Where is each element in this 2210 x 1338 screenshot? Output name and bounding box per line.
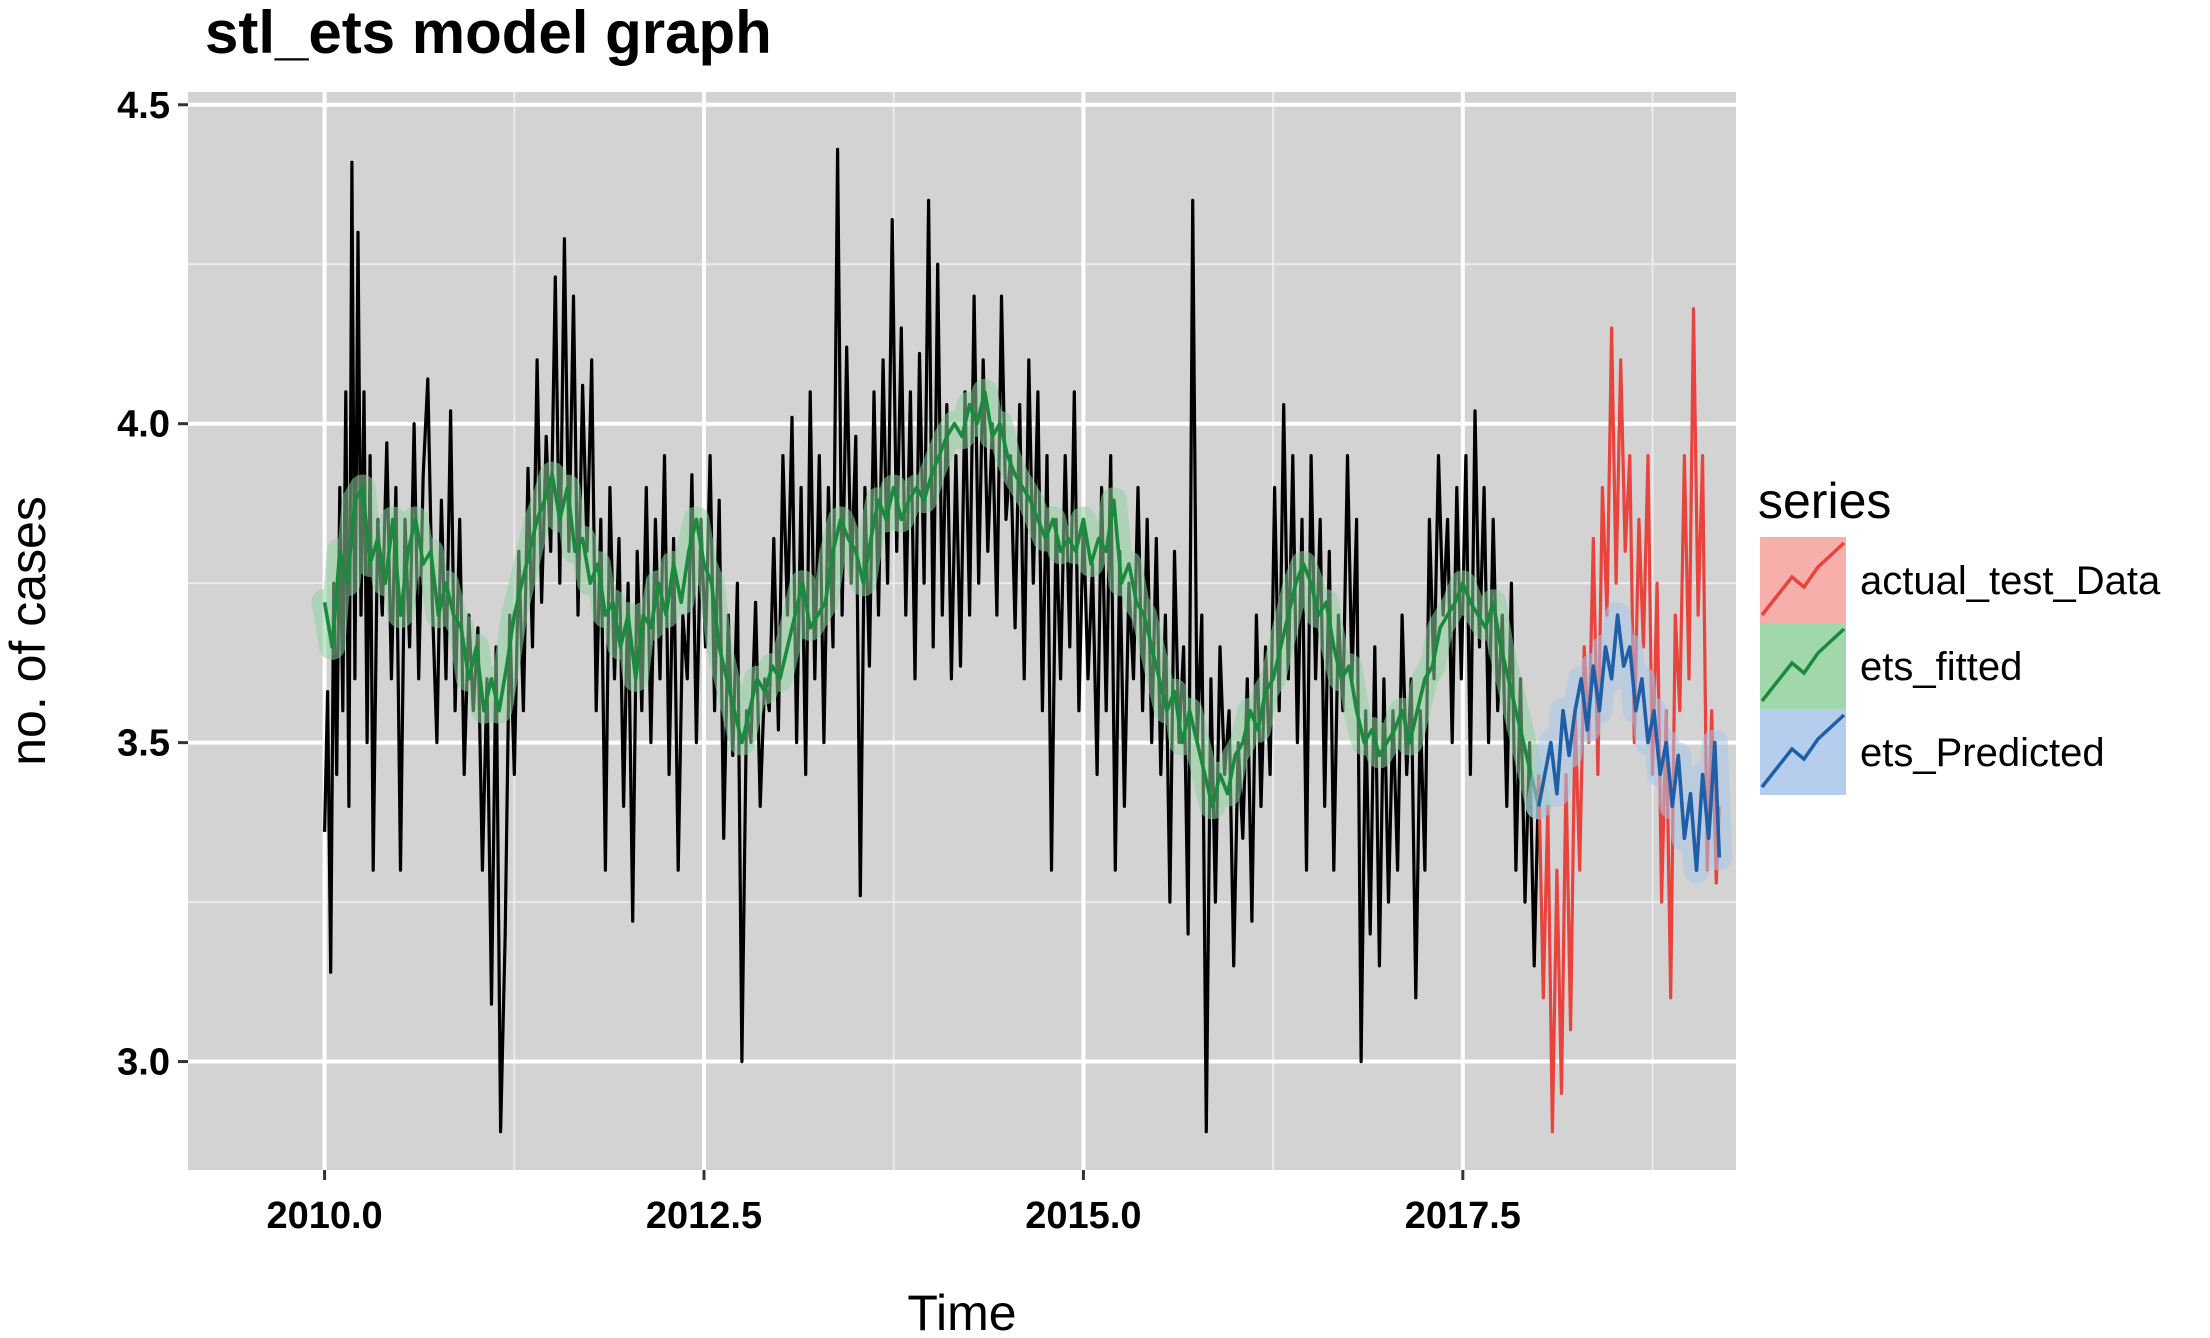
x-tick-label: 2017.5: [1405, 1195, 1521, 1237]
x-tick-label: 2012.5: [646, 1195, 762, 1237]
y-tick-label: 4.0: [117, 404, 170, 446]
legend-key-ets_Predicted: [1760, 709, 1846, 795]
y-tick-label: 3.0: [117, 1042, 170, 1084]
series-line-ets_Predicted: [1536, 613, 1722, 872]
axis-ticks: 2010.0 2012.5 2015.0 2017.5 3.0 3.5 4.0 4.5: [117, 85, 1521, 1237]
legend-label-ets_Predicted: ets_Predicted: [1860, 731, 2105, 775]
legend-label-actual_test_Data: actual_test_Data: [1860, 559, 2161, 603]
legend: series actual_test_Data ets_fitted ets_Pre…: [1758, 473, 2161, 795]
legend-key-line: [1760, 713, 1846, 789]
series-lines: [311, 147, 1733, 1134]
x-tick-label: 2015.0: [1025, 1195, 1141, 1237]
x-axis-title: Time: [907, 1285, 1016, 1338]
series-line-ets_fitted: [322, 390, 1541, 809]
x-tick-label: 2010.0: [266, 1195, 382, 1237]
legend-label-ets_fitted: ets_fitted: [1860, 645, 2022, 689]
series-line-observed: [323, 147, 1541, 1134]
y-axis-title: no. of cases: [0, 496, 56, 766]
chart-title: stl_ets model graph: [205, 0, 772, 66]
y-tick-label: 4.5: [117, 85, 170, 127]
legend-key-line: [1760, 541, 1846, 617]
legend-title: series: [1758, 473, 1891, 529]
legend-key-fill: [1760, 623, 1846, 709]
legend-key-ets_fitted: [1760, 623, 1846, 709]
y-tick-label: 3.5: [117, 723, 170, 765]
legend-key-fill: [1760, 537, 1846, 623]
legend-key-actual_test_Data: [1760, 537, 1846, 623]
legend-key-fill: [1760, 709, 1846, 795]
legend-key-line: [1760, 627, 1846, 703]
series-line-actual_test_Data: [1537, 307, 1721, 1134]
